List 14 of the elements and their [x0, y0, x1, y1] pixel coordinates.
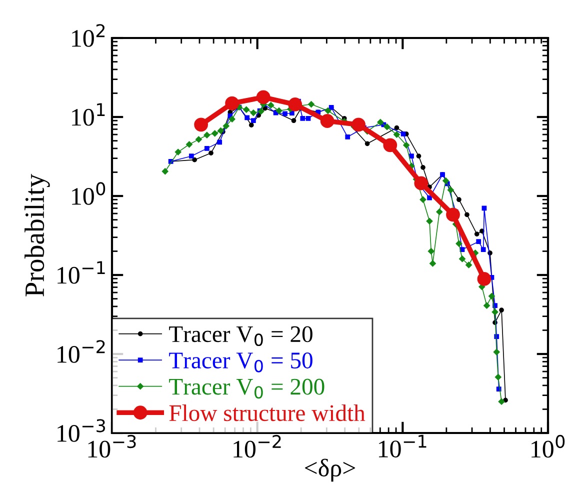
y-tick-label: 10$^{−1}$	[58, 261, 105, 284]
legend-label: Flow structure width	[169, 404, 366, 422]
y-tick-label: 10$^{−2}$	[58, 340, 105, 363]
y-axis-title: Probability	[24, 174, 50, 296]
x-tick-label: 10$^{−2}$	[234, 434, 281, 458]
x-tick-label: 10$^{0}$	[532, 434, 565, 458]
y-tick-label: 10$^{2}$	[72, 24, 105, 47]
legend-label: Tracer V$_{0}$ = 20	[169, 326, 312, 346]
y-tick-label: 10$^{0}$	[72, 182, 106, 205]
x-tick-label: 10$^{−1}$	[378, 434, 426, 458]
y-tick-label: 10$^{1}$	[72, 103, 105, 126]
legend-label: Tracer V$_{0}$ = 200	[169, 378, 324, 399]
legend-label: Tracer V$_{0}$ = 50	[169, 352, 312, 372]
x-axis-title: <δρ>	[305, 458, 356, 482]
